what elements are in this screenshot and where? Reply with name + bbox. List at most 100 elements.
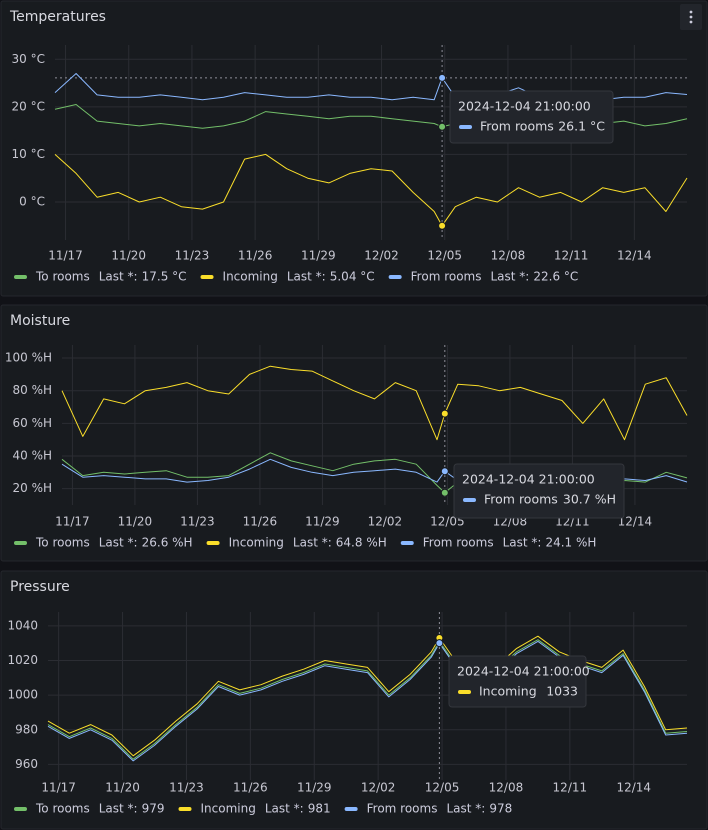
x-tick-label: 11/20 — [118, 515, 153, 529]
legend-swatch — [344, 807, 358, 811]
tooltip-time: 2024-12-04 21:00:00 — [458, 99, 591, 114]
x-tick-label: 12/05 — [425, 781, 460, 795]
x-tick-label: 11/26 — [243, 515, 278, 529]
legend-swatch — [14, 807, 27, 811]
legend-value: 981 — [308, 802, 331, 816]
hover-point — [438, 221, 447, 230]
tooltip-series: From rooms — [480, 119, 554, 134]
x-tick-label: 12/14 — [617, 249, 652, 263]
y-tick-label: 1020 — [7, 653, 38, 667]
y-tick-label: 980 — [15, 722, 38, 736]
legend-name: To rooms — [35, 802, 90, 816]
tooltip — [448, 655, 587, 708]
x-tick-label: 11/23 — [180, 515, 215, 529]
legend-calc: Last *: — [491, 270, 530, 284]
x-tick-label: 11/20 — [105, 781, 140, 795]
hover-point — [438, 73, 447, 82]
panel — [0, 304, 708, 562]
panel-title: Temperatures — [9, 9, 106, 25]
panel-title: Moisture — [10, 313, 70, 329]
y-tick-label: 80 %H — [12, 383, 52, 397]
legend-calc: Last *: — [99, 270, 138, 284]
legend-swatch — [206, 541, 220, 545]
legend-swatch — [388, 275, 402, 279]
x-tick-label: 11/17 — [55, 515, 90, 529]
y-tick-label: 30 °C — [12, 52, 45, 66]
legend-value: 64.8 %H — [336, 536, 387, 550]
menu-dot — [689, 15, 693, 19]
x-tick-label: 12/11 — [553, 781, 588, 795]
tooltip-time: 2024-12-04 21:00:00 — [457, 664, 590, 679]
x-tick-label: 12/05 — [427, 249, 462, 263]
legend-swatch — [178, 807, 192, 811]
legend-name: From rooms — [411, 270, 482, 284]
series-line — [54, 153, 688, 227]
x-tick-label: 12/08 — [491, 249, 526, 263]
legend-calc: Last *: — [503, 536, 542, 550]
x-tick-label: 11/20 — [111, 249, 146, 263]
y-tick-label: 960 — [15, 757, 38, 771]
y-tick-label: 20 %H — [12, 481, 52, 495]
legend-name: Incoming — [223, 270, 278, 284]
legend-value: 5.04 °C — [330, 270, 375, 284]
hover-point — [435, 639, 444, 648]
y-tick-label: 1000 — [7, 688, 38, 702]
menu-dot — [689, 10, 693, 14]
tooltip-time: 2024-12-04 21:00:00 — [462, 472, 595, 487]
legend-swatch — [14, 275, 27, 279]
tooltip-swatch — [459, 125, 472, 129]
legend-value: 22.6 °C — [533, 270, 578, 284]
legend-name: Incoming — [229, 536, 284, 550]
y-tick-label: 20 °C — [12, 99, 45, 113]
x-tick-label: 11/17 — [48, 249, 83, 263]
x-tick-label: 12/02 — [368, 515, 403, 529]
x-tick-label: 11/29 — [305, 515, 340, 529]
legend-calc: Last *: — [287, 270, 326, 284]
y-tick-label: 100 %H — [5, 351, 52, 365]
x-tick-label: 12/14 — [618, 515, 653, 529]
legend-swatch — [14, 541, 27, 545]
tooltip-value: 1033 — [546, 684, 578, 699]
tooltip-series: From rooms — [484, 492, 558, 507]
tooltip-swatch — [463, 498, 476, 502]
legend-calc: Last *: — [446, 802, 485, 816]
legend-value: 978 — [489, 802, 512, 816]
x-tick-label: 11/23 — [175, 249, 210, 263]
x-tick-label: 11/29 — [297, 781, 332, 795]
legend-value: 24.1 %H — [545, 536, 596, 550]
panel-title: Pressure — [10, 579, 70, 595]
tooltip-swatch — [458, 690, 471, 694]
series-line — [61, 365, 688, 441]
tooltip — [453, 463, 625, 519]
x-tick-label: 12/02 — [361, 781, 396, 795]
y-tick-label: 40 %H — [12, 449, 52, 463]
hover-point — [440, 488, 449, 497]
x-tick-label: 12/11 — [554, 249, 589, 263]
panel — [0, 0, 708, 297]
x-tick-label: 12/02 — [364, 249, 399, 263]
legend-calc: Last *: — [293, 536, 332, 550]
y-tick-label: 1040 — [7, 618, 38, 632]
legend-calc: Last *: — [265, 802, 304, 816]
hover-point — [440, 467, 449, 476]
hover-point — [438, 122, 447, 131]
y-tick-label: 60 %H — [12, 416, 52, 430]
legend-name: From rooms — [367, 802, 438, 816]
legend-name: Incoming — [201, 802, 256, 816]
x-tick-label: 11/23 — [169, 781, 204, 795]
x-tick-label: 12/08 — [489, 781, 524, 795]
legend-value: 17.5 °C — [142, 270, 187, 284]
legend-swatch — [200, 275, 214, 279]
legend-name: To rooms — [35, 536, 90, 550]
y-tick-label: 10 °C — [12, 147, 45, 161]
tooltip-value: 30.7 %H — [563, 492, 616, 507]
hover-point — [440, 409, 449, 418]
legend-calc: Last *: — [99, 536, 138, 550]
x-tick-label: 11/26 — [233, 781, 268, 795]
x-tick-label: 11/29 — [301, 249, 336, 263]
tooltip — [449, 90, 614, 144]
legend-value: 979 — [142, 802, 165, 816]
legend-value: 26.6 %H — [142, 536, 193, 550]
x-tick-label: 11/17 — [41, 781, 76, 795]
